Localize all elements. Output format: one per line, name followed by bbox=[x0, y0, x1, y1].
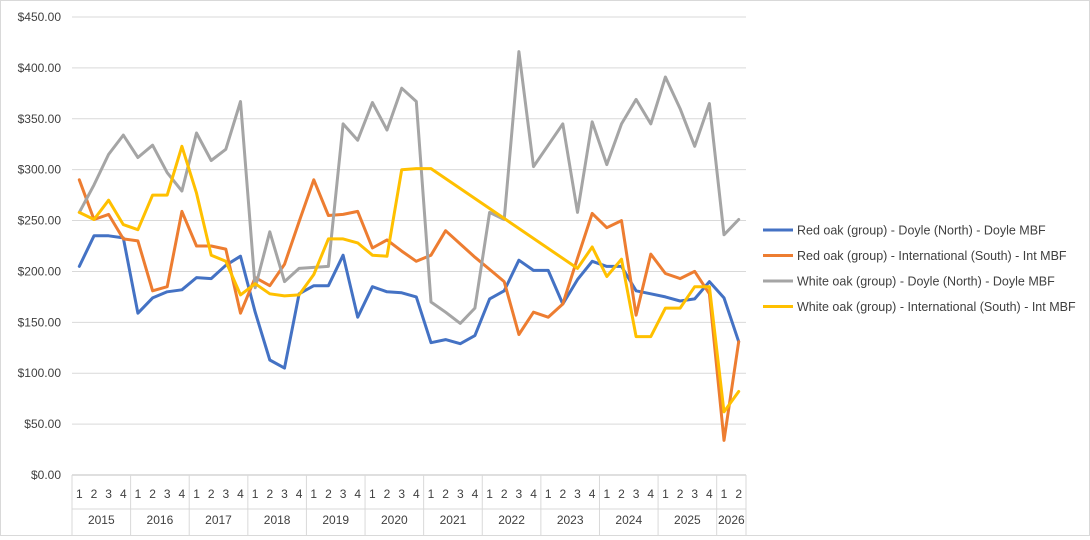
x-tick-label: 1 bbox=[486, 487, 493, 501]
x-tick-label: 4 bbox=[413, 487, 420, 501]
x-tick-label: 1 bbox=[721, 487, 728, 501]
x-tick-label: 4 bbox=[237, 487, 244, 501]
x-tick-label: 1 bbox=[310, 487, 317, 501]
x-tick-label: 4 bbox=[589, 487, 596, 501]
x-tick-label: 3 bbox=[340, 487, 347, 501]
y-tick-label: $200.00 bbox=[18, 264, 62, 278]
x-group-label: 2018 bbox=[264, 513, 291, 527]
x-tick-label: 2 bbox=[501, 487, 508, 501]
x-tick-label: 2 bbox=[208, 487, 215, 501]
series-lines bbox=[77, 50, 741, 442]
x-tick-label: 3 bbox=[633, 487, 640, 501]
x-tick-label: 2 bbox=[266, 487, 273, 501]
x-tick-label: 3 bbox=[164, 487, 171, 501]
x-tick-label: 1 bbox=[135, 487, 142, 501]
x-tick-label: 3 bbox=[281, 487, 288, 501]
x-tick-label: 2 bbox=[149, 487, 156, 501]
x-tick-label: 4 bbox=[472, 487, 479, 501]
x-group-label: 2023 bbox=[557, 513, 584, 527]
x-tick-label: 3 bbox=[574, 487, 581, 501]
x-tick-label: 2 bbox=[325, 487, 332, 501]
gridlines bbox=[72, 16, 746, 476]
legend-label: Red oak (group) - Doyle (North) - Doyle … bbox=[797, 224, 1046, 238]
x-tick-label: 4 bbox=[296, 487, 303, 501]
x-group-label: 2025 bbox=[674, 513, 701, 527]
x-tick-label: 2 bbox=[560, 487, 567, 501]
y-tick-label: $150.00 bbox=[18, 315, 62, 329]
x-group-label: 2021 bbox=[440, 513, 467, 527]
x-tick-label: 1 bbox=[252, 487, 259, 501]
x-tick-label: 4 bbox=[354, 487, 361, 501]
x-group-label: 2015 bbox=[88, 513, 115, 527]
x-group-label: 2024 bbox=[615, 513, 642, 527]
y-axis-tick-labels: $0.00 $50.00 $100.00 $150.00 $200.00 $250.00 $… bbox=[18, 10, 62, 482]
x-tick-label: 3 bbox=[398, 487, 405, 501]
x-tick-label: 2 bbox=[91, 487, 98, 501]
x-tick-label: 1 bbox=[662, 487, 669, 501]
series-line-4 bbox=[77, 144, 741, 414]
x-tick-label: 2 bbox=[384, 487, 391, 501]
x-group-label: 2016 bbox=[147, 513, 174, 527]
series-line-1 bbox=[77, 234, 741, 370]
x-tick-label: 4 bbox=[647, 487, 654, 501]
legend-label: Red oak (group) - International (South) … bbox=[797, 249, 1067, 263]
y-tick-label: $0.00 bbox=[31, 468, 61, 482]
y-tick-label: $100.00 bbox=[18, 366, 62, 380]
x-group-label: 2019 bbox=[322, 513, 349, 527]
y-tick-label: $450.00 bbox=[18, 10, 62, 24]
x-tick-label: 3 bbox=[691, 487, 698, 501]
x-tick-label: 4 bbox=[120, 487, 127, 501]
x-tick-label: 4 bbox=[530, 487, 537, 501]
x-tick-label: 1 bbox=[428, 487, 435, 501]
x-tick-label: 3 bbox=[105, 487, 112, 501]
x-tick-label: 4 bbox=[179, 487, 186, 501]
x-group-label: 2020 bbox=[381, 513, 408, 527]
x-tick-label: 2 bbox=[735, 487, 742, 501]
y-tick-label: $300.00 bbox=[18, 163, 62, 177]
x-tick-label: 2 bbox=[677, 487, 684, 501]
series-line-2 bbox=[77, 178, 741, 442]
x-tick-label: 1 bbox=[603, 487, 610, 501]
x-tick-label: 1 bbox=[545, 487, 552, 501]
x-tick-label: 4 bbox=[706, 487, 713, 501]
x-tick-label: 1 bbox=[76, 487, 83, 501]
x-group-label: 2022 bbox=[498, 513, 525, 527]
x-tick-label: 2 bbox=[442, 487, 449, 501]
y-tick-label: $250.00 bbox=[18, 214, 62, 228]
y-tick-label: $50.00 bbox=[24, 417, 61, 431]
x-group-label: 2026 bbox=[718, 513, 745, 527]
series-line-3 bbox=[77, 50, 741, 325]
y-tick-label: $400.00 bbox=[18, 61, 62, 75]
x-tick-label: 2 bbox=[618, 487, 625, 501]
y-tick-label: $350.00 bbox=[18, 112, 62, 126]
legend-label: White oak (group) - International (South… bbox=[797, 300, 1076, 314]
x-tick-label: 3 bbox=[457, 487, 464, 501]
x-tick-label: 3 bbox=[223, 487, 230, 501]
x-group-label: 2017 bbox=[205, 513, 232, 527]
x-tick-label: 1 bbox=[193, 487, 200, 501]
x-tick-label: 1 bbox=[369, 487, 376, 501]
legend: Red oak (group) - Doyle (North) - Doyle … bbox=[763, 224, 1076, 314]
legend-label: White oak (group) - Doyle (North) - Doyl… bbox=[797, 275, 1055, 289]
x-tick-label: 3 bbox=[516, 487, 523, 501]
